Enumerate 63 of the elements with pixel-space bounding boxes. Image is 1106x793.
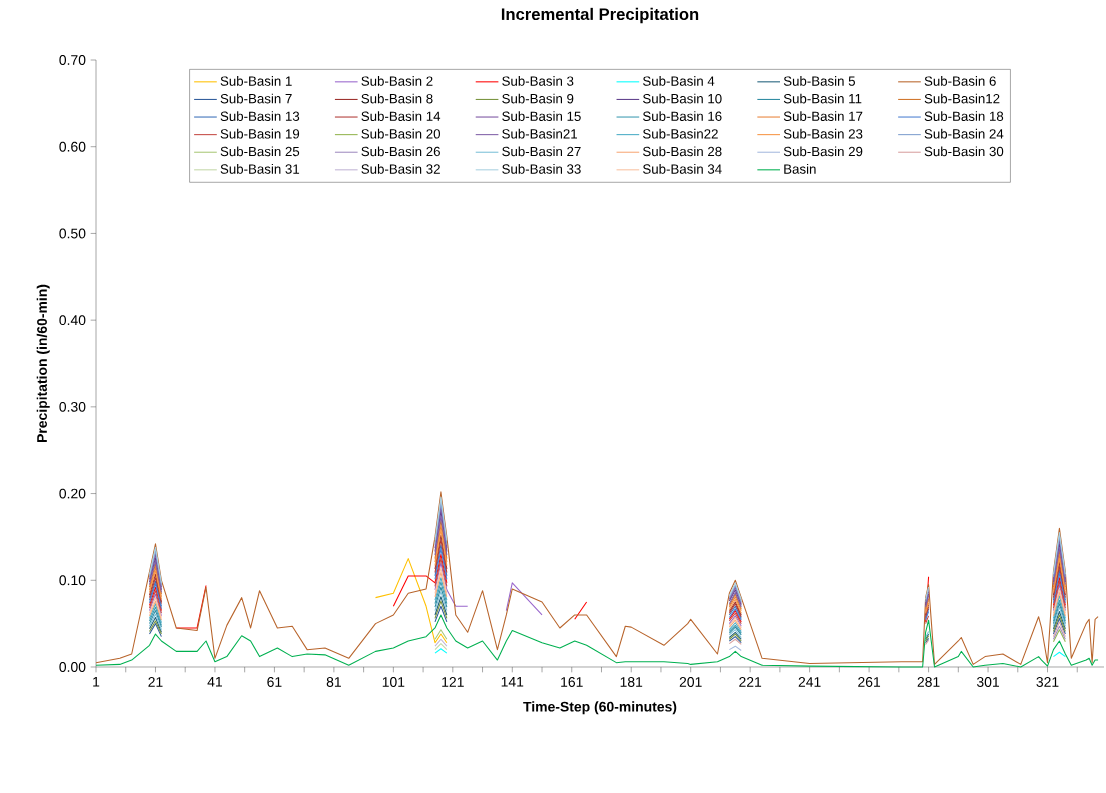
legend-label: Sub-Basin 15	[502, 111, 581, 121]
legend-label: Sub-Basin 34	[643, 164, 722, 174]
legend-label: Sub-Basin 6	[924, 76, 996, 86]
legend-label: Sub-Basin 33	[502, 164, 581, 174]
legend-label: Sub-Basin 3	[502, 76, 574, 86]
legend-label: Sub-Basin 7	[220, 93, 292, 104]
x-axis-title: Time-Step (60-minutes)	[523, 701, 677, 715]
legend-label: Sub-Basin 11	[783, 93, 862, 104]
chart-title: Incremental Precipitation	[501, 7, 699, 24]
legend-label: Sub-Basin 23	[783, 128, 863, 139]
x-tick-label: 161	[561, 677, 583, 687]
x-tick-label: 181	[620, 677, 643, 687]
x-tick-label: 121	[442, 677, 464, 687]
legend-label: Sub-Basin 20	[361, 128, 440, 139]
legend-label: Sub-Basin 29	[783, 146, 863, 157]
x-tick-label: 221	[739, 677, 762, 687]
legend-label: Sub-Basin21	[502, 128, 577, 139]
y-tick-label: 0.30	[59, 401, 86, 412]
legend-label: Sub-Basin 27	[502, 146, 581, 157]
x-tick-label: 141	[501, 677, 524, 687]
y-axis-title: Precipitation (in/60-min)	[36, 284, 50, 442]
x-tick-label: 61	[267, 677, 282, 687]
legend-label: Sub-Basin 24	[924, 128, 1004, 139]
y-tick-label: 0.20	[59, 488, 86, 499]
legend-label: Sub-Basin 16	[643, 111, 722, 121]
legend-label: Sub-Basin 14	[361, 111, 441, 121]
legend-label: Sub-Basin 5	[783, 76, 855, 86]
y-tick-label: 0.40	[59, 315, 86, 326]
x-tick-label: 21	[148, 677, 163, 687]
legend-label: Sub-Basin 26	[361, 146, 440, 157]
x-tick-label: 81	[326, 677, 341, 687]
y-tick-label: 0.60	[59, 141, 86, 152]
legend-label: Sub-Basin 25	[220, 146, 300, 157]
legend-label: Sub-Basin 13	[220, 111, 300, 121]
legend-label: Sub-Basin 2	[361, 76, 433, 86]
legend-label: Sub-Basin 31	[220, 164, 300, 174]
legend-label: Sub-Basin 18	[924, 111, 1004, 121]
legend-label: Sub-Basin 32	[361, 164, 440, 174]
x-tick-label: 1	[93, 677, 100, 687]
legend-label: Sub-Basin 28	[643, 146, 722, 157]
legend-label: Sub-Basin 10	[643, 93, 722, 104]
x-tick-label: 281	[917, 677, 940, 687]
y-tick-label: 0.00	[59, 662, 86, 672]
legend-label: Sub-Basin12	[924, 93, 1000, 104]
y-tick-label: 0.70	[59, 55, 86, 65]
legend-label: Sub-Basin 8	[361, 93, 433, 104]
y-tick-label: 0.10	[59, 575, 86, 586]
x-tick-label: 261	[858, 677, 881, 687]
legend-label: Sub-Basin 4	[643, 76, 715, 86]
legend-label: Basin	[784, 164, 816, 174]
legend-label: Sub-Basin22	[643, 128, 718, 139]
x-tick-label: 301	[976, 677, 999, 687]
legend-label: Sub-Basin 19	[220, 128, 300, 139]
legend-label: Sub-Basin 17	[783, 111, 863, 121]
x-tick-label: 101	[382, 677, 405, 687]
legend-label: Sub-Basin 1	[220, 76, 292, 86]
x-tick-label: 41	[207, 677, 222, 687]
legend-label: Sub-Basin 9	[502, 93, 574, 104]
y-tick-label: 0.50	[59, 228, 86, 239]
legend-label: Sub-Basin 30	[924, 146, 1004, 157]
x-tick-label: 321	[1036, 677, 1059, 687]
x-tick-label: 201	[679, 677, 702, 687]
x-tick-label: 241	[798, 677, 821, 687]
